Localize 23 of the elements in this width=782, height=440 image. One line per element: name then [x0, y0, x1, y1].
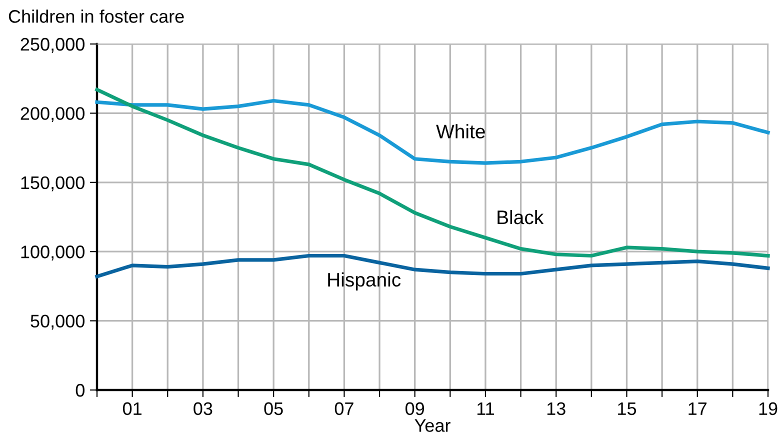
x-tick-label: 01	[122, 402, 142, 416]
y-tick-label: 250,000	[20, 38, 84, 53]
x-tick-label: 05	[264, 402, 283, 416]
x-tick-label: 07	[334, 402, 354, 416]
y-axis-title: Children in foster care	[8, 10, 184, 23]
y-tick-label: 150,000	[21, 176, 84, 192]
y-tick-label: 0	[76, 384, 84, 397]
series-label: Hispanic	[328, 272, 401, 290]
line-series	[95, 88, 770, 258]
x-tick-label: 11	[477, 402, 494, 415]
x-axis-title: Year	[414, 419, 450, 432]
x-tick-label: 17	[688, 402, 707, 415]
x-tick-label: 15	[618, 402, 636, 416]
series-label: Black	[498, 210, 544, 224]
x-tick-label: 03	[194, 402, 212, 416]
x-tick-label: 09	[406, 402, 424, 416]
y-tick-label: 50,000	[30, 314, 84, 330]
series-label: White	[436, 124, 485, 138]
y-tick-label: 200,000	[20, 107, 84, 122]
x-tick-label: 13	[547, 402, 566, 416]
y-tick-label: 100,000	[21, 246, 84, 260]
line-series	[95, 98, 770, 165]
x-tick-label: 19	[759, 402, 778, 416]
